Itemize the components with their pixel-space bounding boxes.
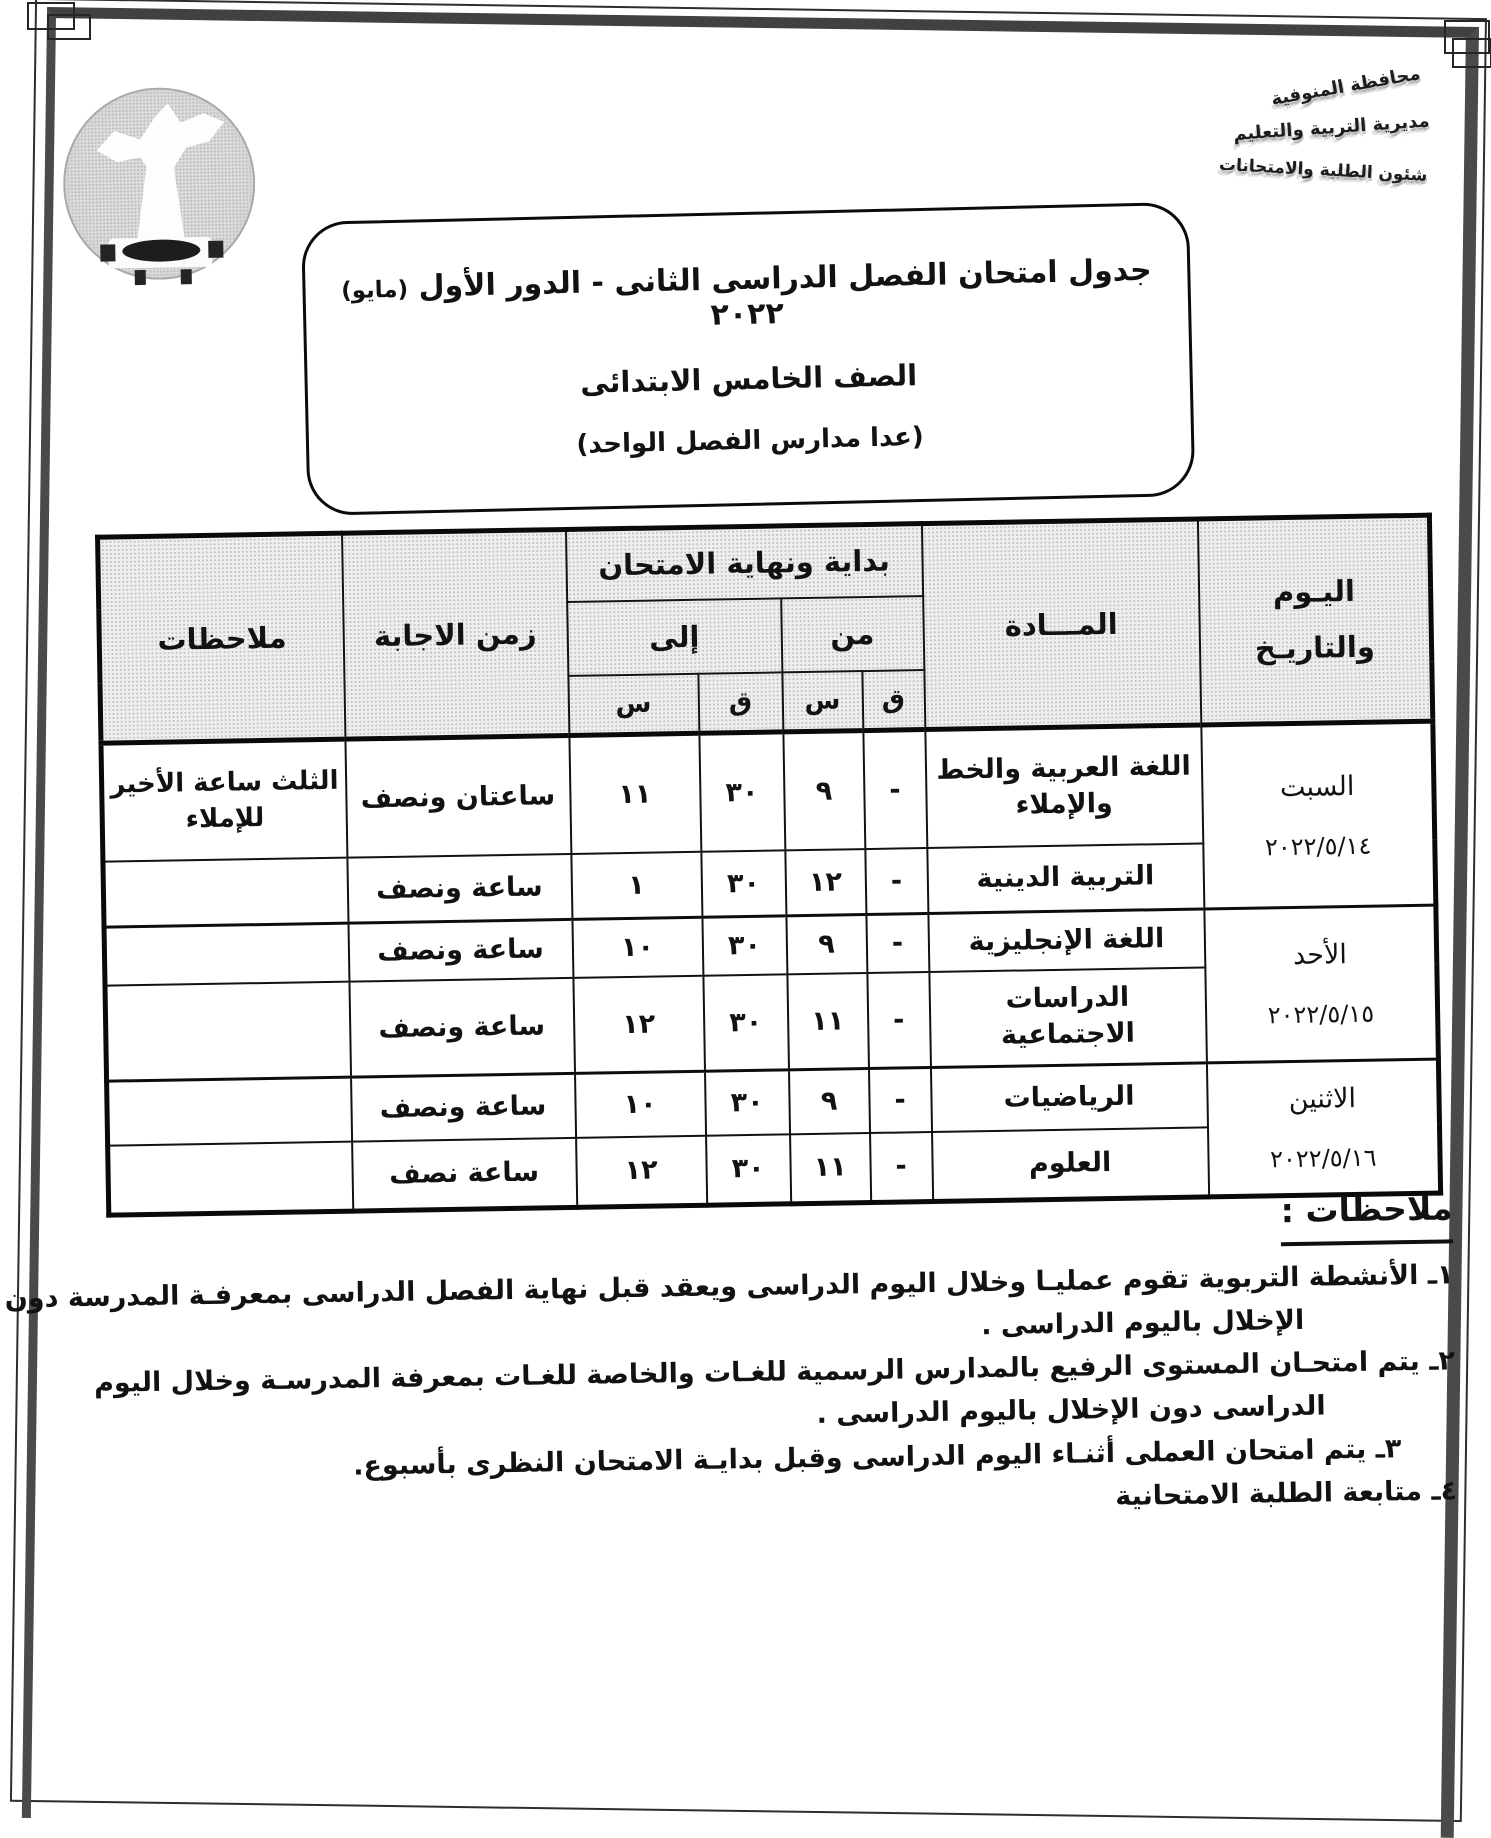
to-hours-cell: ١٢	[572, 975, 705, 1074]
day-name: السبت	[1279, 770, 1355, 803]
table-header: اليـوم والتاريـخ المـــادة بداية ونهاية …	[97, 515, 1433, 744]
header-from: من	[780, 595, 924, 672]
to-hours-cell: ١٠	[574, 1071, 706, 1138]
from-minutes-cell: -	[868, 1067, 932, 1133]
to-minutes-cell: ٣٠	[698, 731, 785, 852]
duration-cell: ساعة ونصف	[346, 853, 572, 924]
to-minutes-cell: ٣٠	[701, 915, 787, 976]
directorate-stamp: محافظة المنوفية مديرية التربية والتعليم …	[1197, 63, 1467, 186]
header-subject: المـــادة	[921, 518, 1201, 730]
notes-list: ١ـ الأنشطة التربوية تقوم عمليـا وخلال ال…	[4, 1253, 1457, 1535]
duration-cell: ساعة ونصف	[350, 1073, 576, 1142]
header-duration: زمن الاجابة	[341, 529, 569, 740]
header-from-minutes: ق	[861, 669, 925, 731]
title-box: جدول امتحان الفصل الدراسى الثانى - الدور…	[300, 201, 1196, 516]
grade-title: الصف الخامس الابتدائى	[579, 358, 918, 400]
to-hours-cell: ١٠	[571, 917, 703, 978]
table-row: السبت ٢٠٢٢/٥/١٤ اللغة العربية والخط والإمل…	[100, 721, 1436, 909]
corner-registration-mark	[27, 2, 75, 30]
from-minutes-cell: -	[866, 971, 931, 1069]
subject-cell: الرياضيات	[930, 1062, 1208, 1132]
stamp-governorate: محافظة المنوفية	[1269, 63, 1422, 110]
header-to-hours: س	[567, 673, 699, 736]
subject-cell: اللغة الإنجليزية	[927, 908, 1205, 972]
notes-heading: ملاحظات :	[1280, 1182, 1453, 1247]
day-date-cell: السبت ٢٠٢٢/٥/١٤	[1200, 721, 1436, 909]
title-year: ٢٠٢٢	[710, 296, 785, 333]
title-main: جدول امتحان الفصل الدراسى الثانى - الدور…	[418, 252, 1153, 305]
from-minutes-cell: -	[865, 913, 929, 973]
note-cell	[104, 981, 351, 1082]
stamp-department: شئون الطلبة والامتحانات	[1218, 154, 1428, 186]
from-minutes-cell: -	[862, 729, 927, 849]
day-date-cell: الأحد ٢٠٢٢/٥/١٥	[1203, 905, 1439, 1063]
from-hours-cell: ٩	[788, 1068, 870, 1134]
day-date: ٢٠٢٢/٥/١٦	[1269, 1143, 1377, 1173]
exam-schedule-title: جدول امتحان الفصل الدراسى الثانى - الدور…	[305, 252, 1188, 342]
from-hours-cell: ١٢	[784, 848, 866, 916]
exclusion-note: (عدا مدارس الفصل الواحد)	[576, 421, 925, 460]
note-cell	[104, 923, 349, 986]
subject-cell: الدراسات الاجتماعية	[928, 966, 1207, 1068]
header-day-date: اليـوم والتاريـخ	[1197, 515, 1433, 725]
notes-section: ملاحظات : ١ـ الأنشطة التربوية تقوم عمليـ…	[4, 1182, 1457, 1535]
duration-cell: ساعة ونصف	[348, 977, 575, 1078]
header-from-hours: س	[781, 670, 863, 732]
header-date: والتاريـخ	[1254, 629, 1376, 666]
day-name: الاثنين	[1288, 1082, 1357, 1115]
emblem-detail	[180, 269, 192, 285]
day-name: الأحد	[1292, 939, 1348, 971]
governorate-emblem	[61, 86, 257, 286]
header-to: إلى	[566, 597, 782, 676]
duration-cell: ساعة ونصف	[347, 919, 573, 982]
corner-registration-mark	[1444, 20, 1490, 54]
subject-cell: اللغة العربية والخط والإملاء	[924, 724, 1203, 848]
note-cell	[102, 857, 348, 928]
day-date-cell: الاثنين ٢٠٢٢/٥/١٦	[1206, 1059, 1441, 1197]
note-cell: الثلث ساعة الأخير للإملاء	[100, 739, 347, 862]
to-minutes-cell: ٣٠	[704, 1069, 790, 1136]
exam-table-body: السبت ٢٠٢٢/٥/١٤ اللغة العربية والخط والإمل…	[100, 721, 1441, 1216]
from-minutes-cell: -	[864, 847, 928, 915]
emblem-detail	[208, 240, 224, 258]
subject-cell: التربية الدينية	[926, 842, 1204, 914]
to-hours-cell: ١	[570, 851, 702, 920]
emblem-detail	[134, 269, 146, 286]
to-minutes-cell: ٣٠	[700, 849, 786, 918]
header-to-minutes: ق	[697, 671, 783, 734]
to-minutes-cell: ٣٠	[702, 973, 789, 1072]
exam-schedule-table: اليـوم والتاريـخ المـــادة بداية ونهاية …	[95, 512, 1444, 1218]
from-hours-cell: ١١	[786, 972, 869, 1070]
emblem-detail	[100, 244, 116, 262]
header-notes: ملاحظات	[97, 533, 345, 744]
document-content: محافظة المنوفية مديرية التربية والتعليم …	[4, 63, 1467, 1512]
note-cell	[106, 1077, 352, 1146]
from-hours-cell: ٩	[785, 914, 867, 974]
to-hours-cell: ١١	[568, 733, 701, 854]
header-exam-span: بداية ونهاية الامتحان	[565, 523, 923, 602]
from-hours-cell: ٩	[782, 730, 865, 850]
corner-registration-mark	[47, 14, 91, 40]
day-date: ٢٠٢٢/٥/١٤	[1264, 831, 1372, 861]
header-day: اليـوم	[1272, 574, 1356, 610]
duration-cell: ساعتان ونصف	[344, 735, 571, 858]
title-month: (مايو)	[340, 276, 409, 305]
day-date: ٢٠٢٢/٥/١٥	[1267, 999, 1375, 1030]
